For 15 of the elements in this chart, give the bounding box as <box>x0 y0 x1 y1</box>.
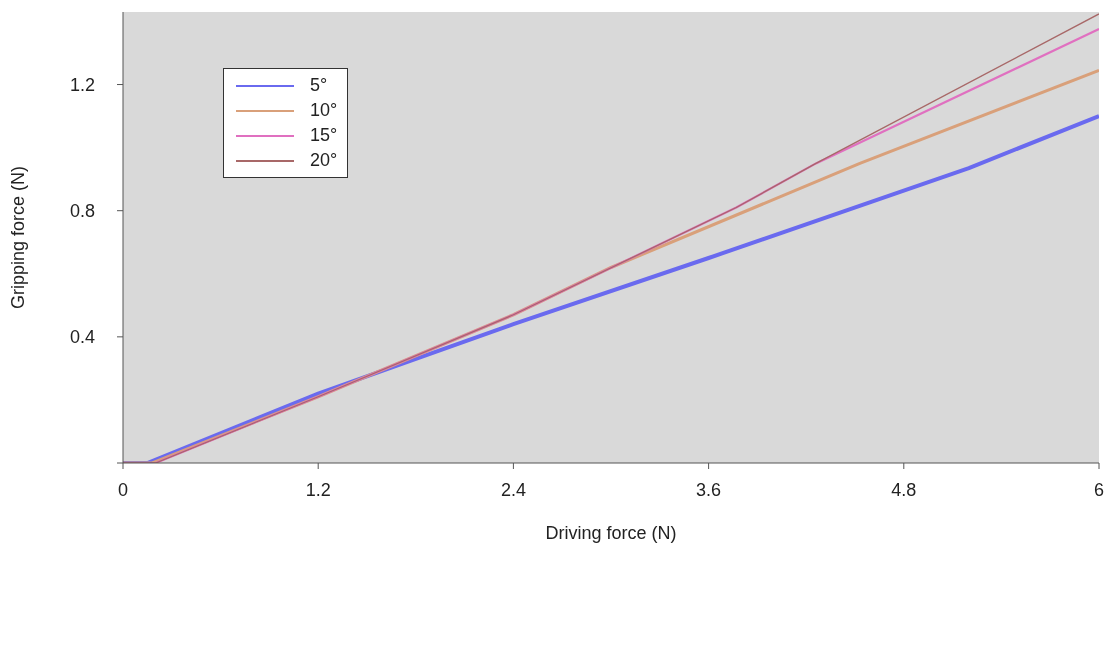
legend-label: 20° <box>310 150 338 171</box>
y-tick-label: 1.2 <box>69 74 95 95</box>
legend-label: 10° <box>310 100 338 121</box>
legend-label: 5° <box>310 75 328 96</box>
x-tick-label: 1.2 <box>305 479 331 500</box>
y-tick-label: 0.8 <box>69 201 95 222</box>
x-tick-label: 4.8 <box>891 479 917 500</box>
y-tick-label: 0.4 <box>69 327 95 348</box>
x-tick-label: 3.6 <box>696 479 722 500</box>
x-axis-title: Driving force (N) <box>545 523 677 543</box>
legend-label: 15° <box>310 125 338 146</box>
x-tick-label: 0 <box>117 479 129 500</box>
x-tick-label: 6 <box>1093 479 1105 500</box>
y-axis-title: Gripping force (N) <box>8 165 29 310</box>
x-tick-label: 2.4 <box>500 479 526 500</box>
